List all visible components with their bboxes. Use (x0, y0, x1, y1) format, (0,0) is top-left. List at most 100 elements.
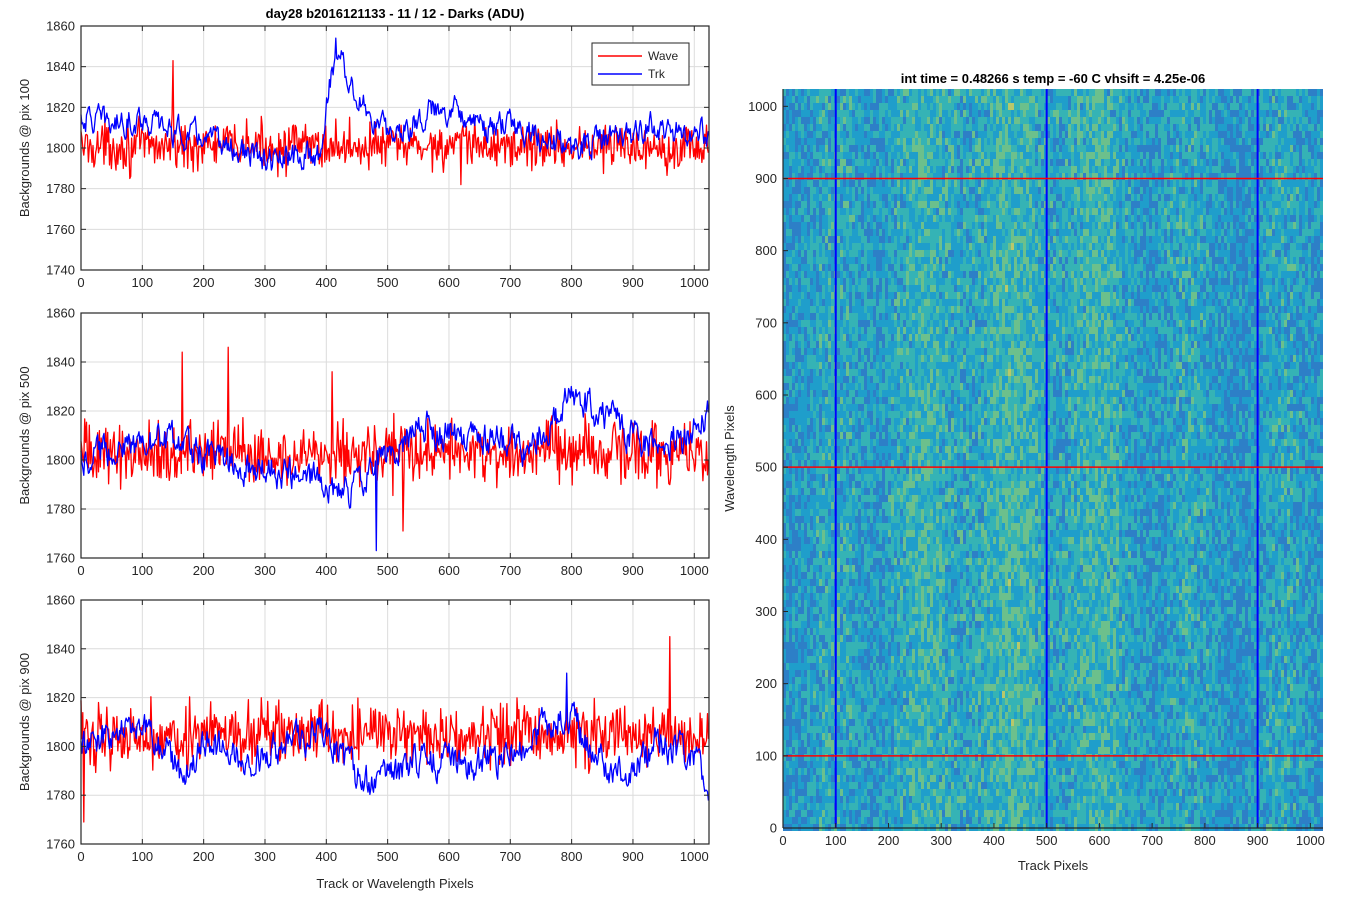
x-tick-label: 400 (315, 563, 337, 578)
heatmap-cell (783, 740, 786, 747)
heatmap-cell (831, 495, 834, 502)
heatmap-cell (891, 481, 894, 488)
heatmap-cell (870, 131, 873, 138)
heatmap-cell (855, 572, 858, 579)
heatmap-cell (789, 607, 792, 614)
heatmap-cell (858, 439, 861, 446)
heatmap-cell (798, 796, 801, 803)
heatmap-cell (903, 579, 906, 586)
heatmap-cell (888, 488, 891, 495)
heatmap-cell (837, 551, 840, 558)
heatmap-cell (825, 551, 828, 558)
heatmap-cell (810, 677, 813, 684)
heatmap-cell (849, 194, 852, 201)
heatmap-cell (822, 649, 825, 656)
heatmap-cell (894, 271, 897, 278)
heatmap-cell (783, 278, 786, 285)
heatmap-cell (867, 194, 870, 201)
heatmap-cell (864, 712, 867, 719)
heatmap-cell (882, 656, 885, 663)
heatmap-cell (822, 530, 825, 537)
heatmap-cell (828, 362, 831, 369)
heatmap-cell (840, 271, 843, 278)
heatmap-cell (900, 173, 903, 180)
heatmap-cell (846, 474, 849, 481)
heatmap-cell (816, 446, 819, 453)
heatmap-cell (819, 341, 822, 348)
heatmap-cell (795, 649, 798, 656)
heatmap-cell (885, 474, 888, 481)
heatmap-cell (822, 215, 825, 222)
heatmap-cell (801, 558, 804, 565)
heatmap-cell (903, 327, 906, 334)
heatmap-cell (876, 523, 879, 530)
heatmap-cell (903, 404, 906, 411)
heatmap-cell (864, 768, 867, 775)
heatmap-cell (825, 243, 828, 250)
heatmap-cell (876, 306, 879, 313)
heatmap-cell (810, 565, 813, 572)
heatmap-cell (846, 236, 849, 243)
heatmap-cell (915, 600, 918, 607)
heatmap-cell (828, 355, 831, 362)
heatmap-cell (852, 229, 855, 236)
heatmap-cell (798, 761, 801, 768)
heatmap-cell (894, 180, 897, 187)
heatmap-cell (816, 355, 819, 362)
heatmap-cell (891, 558, 894, 565)
heatmap-cell (882, 516, 885, 523)
heatmap-cell (876, 124, 879, 131)
heatmap-cell (864, 810, 867, 817)
heatmap-cell (864, 600, 867, 607)
heatmap-cell (888, 404, 891, 411)
heatmap-cell (906, 159, 909, 166)
heatmap-cell (915, 495, 918, 502)
heatmap-cell (786, 607, 789, 614)
heatmap-cell (804, 544, 807, 551)
heatmap-cell (789, 355, 792, 362)
series-line-trk (80, 37, 710, 171)
heatmap-cell (903, 677, 906, 684)
heatmap-cell (795, 747, 798, 754)
heatmap-cell (813, 586, 816, 593)
heatmap-cell (861, 726, 864, 733)
heatmap-cell (789, 642, 792, 649)
heatmap-cell (888, 761, 891, 768)
heatmap-cell (915, 320, 918, 327)
heatmap-cell (894, 222, 897, 229)
heatmap-cell (870, 411, 873, 418)
heatmap-cell (804, 558, 807, 565)
heatmap-cell (837, 243, 840, 250)
heatmap-cell (786, 229, 789, 236)
heatmap-cell (873, 733, 876, 740)
heatmap-cell (906, 96, 909, 103)
heatmap-cell (810, 817, 813, 824)
heatmap-cell (903, 145, 906, 152)
heatmap-cell (786, 537, 789, 544)
heatmap-cell (879, 103, 882, 110)
heatmap-cell (882, 418, 885, 425)
heatmap-cell (831, 215, 834, 222)
heatmap-cell (858, 348, 861, 355)
heatmap-cell (825, 362, 828, 369)
heatmap-cell (906, 250, 909, 257)
heatmap-cell (900, 817, 903, 824)
heatmap-cell (825, 726, 828, 733)
heatmap-cell (831, 180, 834, 187)
heatmap-cell (888, 439, 891, 446)
heatmap-cell (810, 621, 813, 628)
heatmap-cell (816, 369, 819, 376)
heatmap-cell (900, 698, 903, 705)
heatmap-cell (795, 712, 798, 719)
heatmap-cell (792, 733, 795, 740)
heatmap-cell (807, 614, 810, 621)
heatmap-cell (840, 320, 843, 327)
heatmap-cell (822, 537, 825, 544)
heatmap-cell (843, 691, 846, 698)
heatmap-cell (807, 285, 810, 292)
heatmap-cell (849, 425, 852, 432)
heatmap-cell (855, 691, 858, 698)
heatmap-cell (903, 607, 906, 614)
heatmap-cell (822, 593, 825, 600)
heatmap-cell (906, 572, 909, 579)
